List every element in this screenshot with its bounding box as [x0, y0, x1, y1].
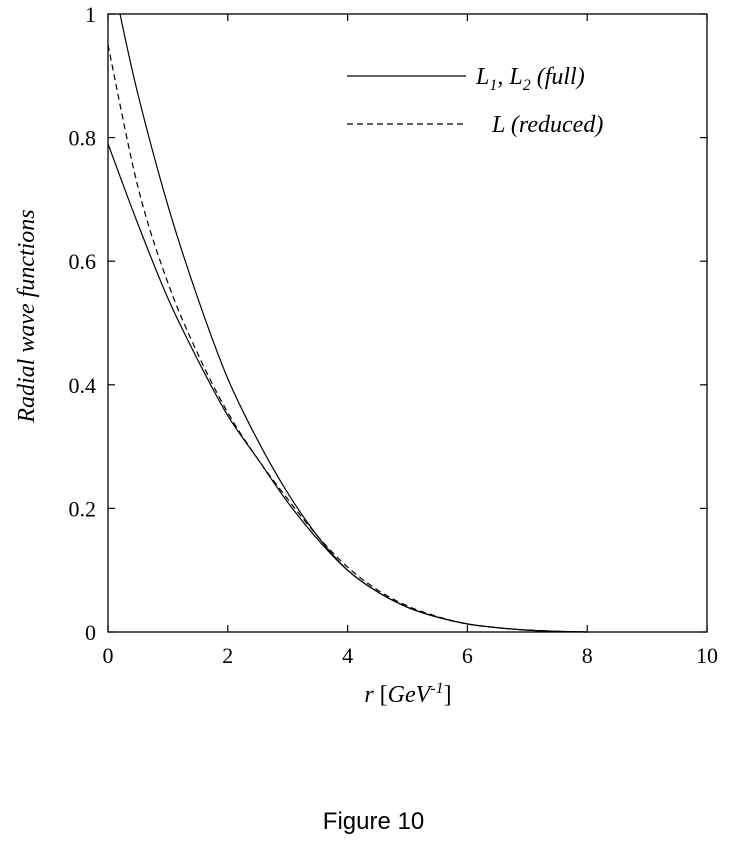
y-tick-label: 0 — [85, 620, 96, 645]
x-axis-title-main: r — [364, 682, 379, 708]
legend-full-sub2: 2 — [523, 77, 531, 94]
ticks — [107, 13, 708, 633]
legend-full-l: L — [475, 64, 489, 90]
series-line-2 — [107, 143, 588, 633]
legend-full-sub1: 1 — [489, 77, 497, 94]
x-axis-title-sup: -1 — [430, 680, 443, 697]
tick-labels: 0 2 4 6 8 10 0 0.2 0.4 0.6 0.8 1 — [69, 2, 719, 668]
series-group — [107, 13, 588, 633]
y-tick-label: 0.4 — [69, 373, 97, 398]
x-tick-label: 2 — [222, 643, 233, 668]
y-axis-title: Radial wave functions — [14, 209, 40, 423]
x-tick-label: 10 — [696, 643, 718, 668]
legend-label-full: L1, L2 (full) — [475, 64, 585, 94]
x-tick-label: 6 — [462, 643, 473, 668]
legend-full-l2: , L — [497, 64, 522, 90]
x-axis-title-unit: GeV — [388, 682, 433, 708]
plot-border — [107, 13, 708, 633]
x-axis-title: r [GeV-1] — [364, 680, 451, 708]
y-tick-label: 0.2 — [69, 496, 97, 521]
y-tick-label: 1 — [85, 2, 96, 27]
plot-frame — [107, 13, 708, 633]
series-line-1 — [119, 13, 588, 633]
x-tick-label: 4 — [342, 643, 353, 668]
x-axis-title-bracket-close: ] — [444, 682, 452, 708]
x-tick-label: 0 — [103, 643, 114, 668]
y-tick-label: 0.8 — [69, 126, 97, 151]
x-tick-label: 8 — [582, 643, 593, 668]
y-tick-label: 0.6 — [69, 249, 97, 274]
figure-caption: Figure 10 — [322, 808, 425, 835]
legend: L1, L2 (full) L (reduced) — [347, 64, 603, 138]
legend-label-reduced: L (reduced) — [491, 112, 603, 138]
series-line-3 — [107, 44, 588, 633]
x-axis-title-bracket-open: [ — [380, 682, 388, 708]
legend-full-tail: (full) — [531, 64, 585, 90]
chart: 0 2 4 6 8 10 0 0.2 0.4 0.6 0.8 1 Radial wave functi… — [14, 2, 719, 708]
